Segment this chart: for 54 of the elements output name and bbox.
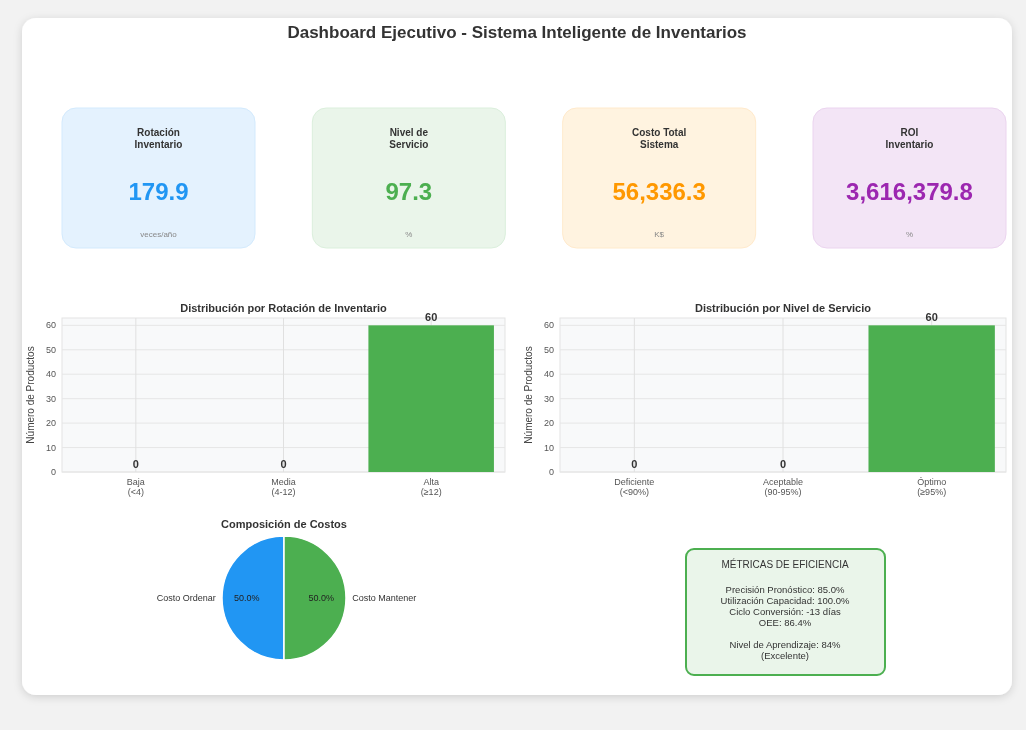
text: K$ xyxy=(654,230,665,239)
x-tick-label: Óptimo (≥95%) xyxy=(917,477,947,497)
text: % xyxy=(905,230,914,239)
data-label: 0 xyxy=(132,458,139,470)
text: OEE: 86.4% xyxy=(758,617,812,628)
text: 97.3 xyxy=(385,178,433,205)
text: 56,336.3 xyxy=(612,178,706,205)
y-tick-label: 60 xyxy=(45,320,56,331)
text: 179.9 xyxy=(128,178,189,205)
x-tick-label: Baja (<4) xyxy=(126,477,145,497)
data-label: 50.0% xyxy=(234,593,260,603)
x-tick-label: Aceptable (90-95%) xyxy=(762,477,804,497)
y-tick-label: 30 xyxy=(543,393,554,404)
y-tick-label: 0 xyxy=(50,467,56,477)
y-axis-title: Número de Productos xyxy=(523,346,534,444)
x-tick-label: Deficiente (<90%) xyxy=(614,477,655,497)
y-tick-label: 0 xyxy=(548,467,554,477)
data-label: 0 xyxy=(631,458,638,470)
text: % xyxy=(405,230,413,239)
y-tick-label: 40 xyxy=(543,369,554,380)
text: 3,616,379.8 xyxy=(846,178,973,205)
slice-label: Costo Ordenar xyxy=(156,593,216,603)
text: Precisión Pronóstico: 85.0% xyxy=(725,584,845,595)
data-label: 60 xyxy=(925,311,938,324)
y-tick-label: 60 xyxy=(543,320,554,331)
chart-title: Distribución por Nivel de Servicio xyxy=(694,302,872,314)
chart-title: Distribución por Rotación de Inventario xyxy=(180,302,388,314)
y-tick-label: 10 xyxy=(45,442,56,453)
text: Ciclo Conversión: -13 días xyxy=(729,606,841,617)
text: Nivel de Aprendizaje: 84% (Excelente) xyxy=(729,639,841,661)
text: ROI Inventario xyxy=(885,127,934,150)
chart-title: Composición de Costos xyxy=(221,518,347,530)
text: Dashboard Ejecutivo - Sistema Inteligente de Inventarios xyxy=(287,23,747,42)
y-tick-label: 50 xyxy=(45,344,56,355)
text: Costo Total Sistema xyxy=(632,127,687,150)
data-label: 60 xyxy=(425,311,438,324)
y-tick-label: 10 xyxy=(543,442,554,453)
y-tick-label: 50 xyxy=(543,344,554,355)
text: veces/año xyxy=(140,230,178,239)
y-tick-label: 40 xyxy=(45,369,56,380)
text: Nivel de Servicio xyxy=(389,127,429,150)
x-tick-label: Alta (≥12) xyxy=(420,477,442,497)
data-label: 50.0% xyxy=(308,593,334,603)
x-tick-label: Media (4-12) xyxy=(271,477,296,497)
y-axis-title: Número de Productos xyxy=(25,346,36,444)
y-tick-label: 20 xyxy=(543,418,554,429)
text: Rotación Inventario xyxy=(134,127,183,150)
text: Utilización Capacidad: 100.0% xyxy=(720,595,850,606)
text: MÉTRICAS DE EFICIENCIA xyxy=(721,558,849,570)
data-label: 0 xyxy=(280,458,287,470)
data-label: 0 xyxy=(779,458,787,470)
slice-label: Costo Mantener xyxy=(352,593,417,603)
y-tick-label: 20 xyxy=(45,418,56,429)
y-tick-label: 30 xyxy=(45,393,56,404)
